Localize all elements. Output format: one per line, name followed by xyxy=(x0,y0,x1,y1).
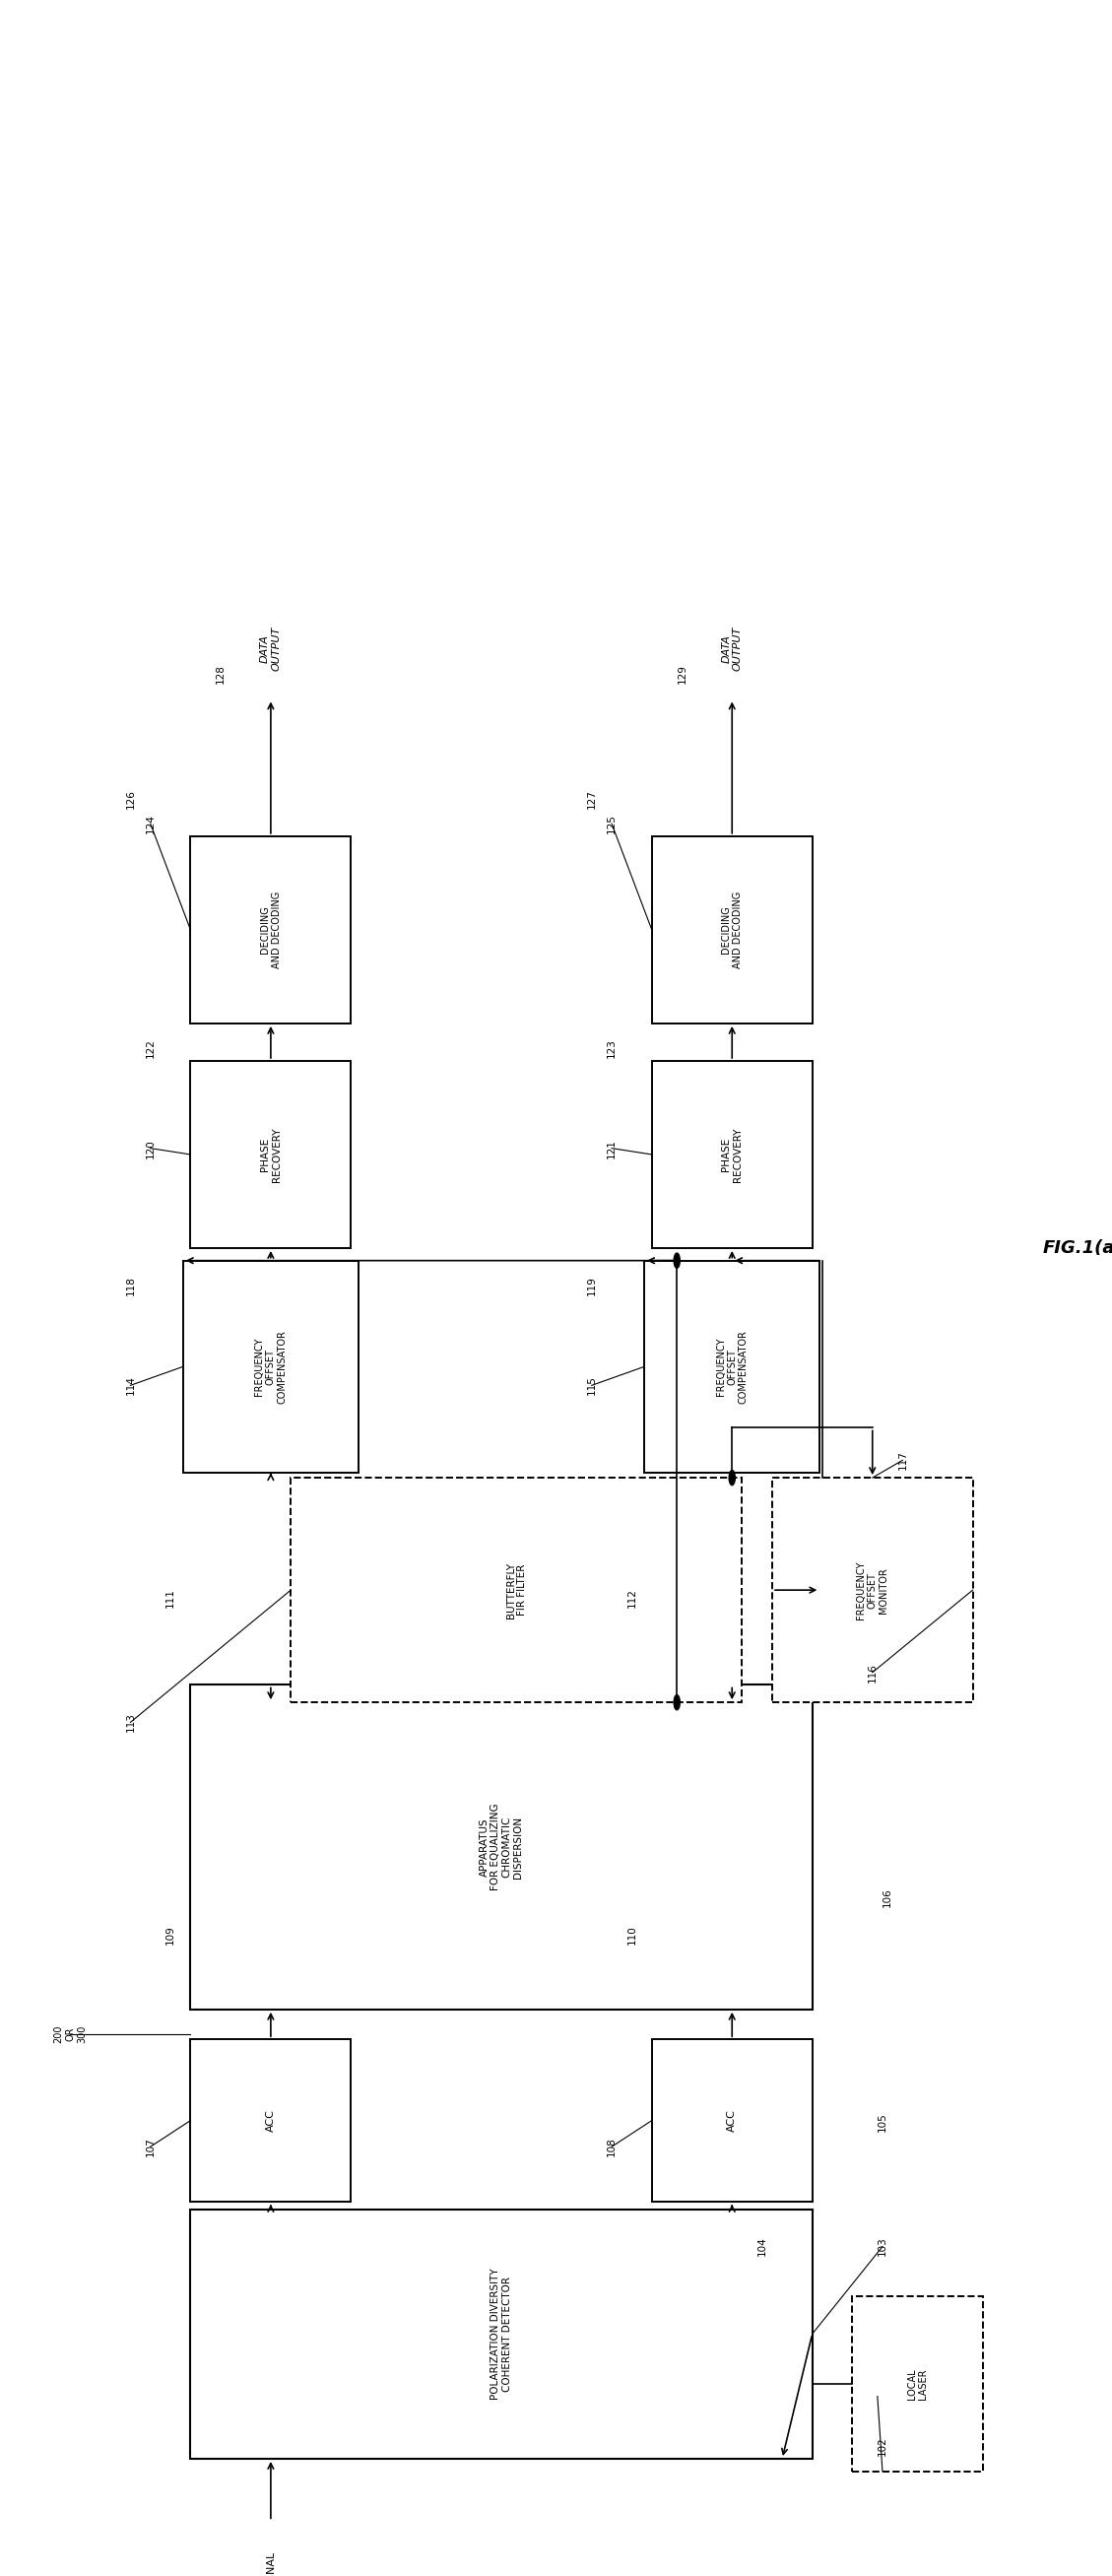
Text: 127: 127 xyxy=(587,788,596,809)
Text: FREQUENCY
OFFSET
MONITOR: FREQUENCY OFFSET MONITOR xyxy=(856,1561,888,1620)
Bar xyxy=(190,1061,351,1249)
Text: 128: 128 xyxy=(216,665,226,683)
Text: 123: 123 xyxy=(607,1038,617,1059)
Bar xyxy=(190,2040,351,2202)
Text: 113: 113 xyxy=(126,1713,136,1731)
Bar xyxy=(853,2295,983,2470)
Bar xyxy=(644,1260,820,1473)
Circle shape xyxy=(674,1695,679,1710)
Text: 117: 117 xyxy=(897,1450,907,1471)
Text: DECIDING
AND DECODING: DECIDING AND DECODING xyxy=(260,891,281,969)
Text: 116: 116 xyxy=(867,1662,877,1682)
Text: DATA
OUTPUT: DATA OUTPUT xyxy=(722,626,743,672)
Bar xyxy=(190,837,351,1023)
Text: 125: 125 xyxy=(607,814,617,835)
Bar xyxy=(652,1061,812,1249)
Text: POLARIZATION DIVERSITY
COHERENT DETECTOR: POLARIZATION DIVERSITY COHERENT DETECTOR xyxy=(490,2267,512,2401)
Text: 110: 110 xyxy=(627,1924,637,1945)
Text: FIG.1(a): FIG.1(a) xyxy=(1043,1239,1112,1257)
Text: 105: 105 xyxy=(877,2112,887,2130)
Text: 200
OR
300: 200 OR 300 xyxy=(53,2025,87,2043)
Text: 118: 118 xyxy=(126,1275,136,1296)
Text: ACC: ACC xyxy=(727,2110,737,2133)
Text: 120: 120 xyxy=(146,1139,156,1159)
Circle shape xyxy=(674,1252,679,1267)
Text: FREQUENCY
OFFSET
COMPENSATOR: FREQUENCY OFFSET COMPENSATOR xyxy=(716,1329,748,1404)
Text: 104: 104 xyxy=(757,2236,767,2257)
Text: 112: 112 xyxy=(627,1587,637,1607)
Text: 124: 124 xyxy=(146,814,156,835)
Text: 129: 129 xyxy=(677,665,687,683)
Circle shape xyxy=(729,1471,735,1486)
Text: 122: 122 xyxy=(146,1038,156,1059)
Text: ACC: ACC xyxy=(266,2110,276,2133)
Text: 102: 102 xyxy=(877,2437,887,2455)
Bar xyxy=(190,2210,812,2458)
Text: 103: 103 xyxy=(877,2236,887,2257)
Text: BUTTERFLY
FIR FILTER: BUTTERFLY FIR FILTER xyxy=(506,1561,527,1618)
Text: 115: 115 xyxy=(587,1376,596,1396)
Text: 126: 126 xyxy=(126,788,136,809)
Bar xyxy=(190,1685,812,2009)
Text: PHASE
RECOVERY: PHASE RECOVERY xyxy=(260,1128,281,1182)
Text: APPARATUS
FOR EQUALIZING
CHROMATIC
DISPERSION: APPARATUS FOR EQUALIZING CHROMATIC DISPE… xyxy=(479,1803,524,1891)
Text: PHASE
RECOVERY: PHASE RECOVERY xyxy=(722,1128,743,1182)
Bar xyxy=(291,1479,742,1703)
Text: DATA
OUTPUT: DATA OUTPUT xyxy=(260,626,281,672)
Text: 107: 107 xyxy=(146,2138,156,2156)
Bar xyxy=(183,1260,358,1473)
Text: 109: 109 xyxy=(166,1924,176,1945)
Bar xyxy=(652,837,812,1023)
Text: 119: 119 xyxy=(587,1275,596,1296)
Text: 108: 108 xyxy=(607,2138,617,2156)
Text: FREQUENCY
OFFSET
COMPENSATOR: FREQUENCY OFFSET COMPENSATOR xyxy=(255,1329,287,1404)
Bar xyxy=(652,2040,812,2202)
Text: 121: 121 xyxy=(607,1139,617,1159)
Text: DECIDING
AND DECODING: DECIDING AND DECODING xyxy=(722,891,743,969)
Bar xyxy=(772,1479,973,1703)
Text: LOCAL
LASER: LOCAL LASER xyxy=(907,2367,929,2398)
Text: SIGNAL: SIGNAL xyxy=(266,2550,276,2576)
Text: 111: 111 xyxy=(166,1587,176,1607)
Text: 106: 106 xyxy=(883,1888,893,1906)
Text: 114: 114 xyxy=(126,1376,136,1396)
